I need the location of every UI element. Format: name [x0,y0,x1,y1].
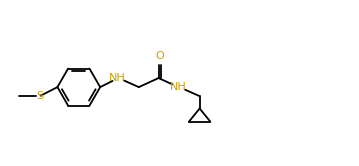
Text: S: S [37,91,44,101]
Text: O: O [155,51,164,61]
Text: NH: NH [170,82,187,92]
Text: NH: NH [109,73,126,83]
